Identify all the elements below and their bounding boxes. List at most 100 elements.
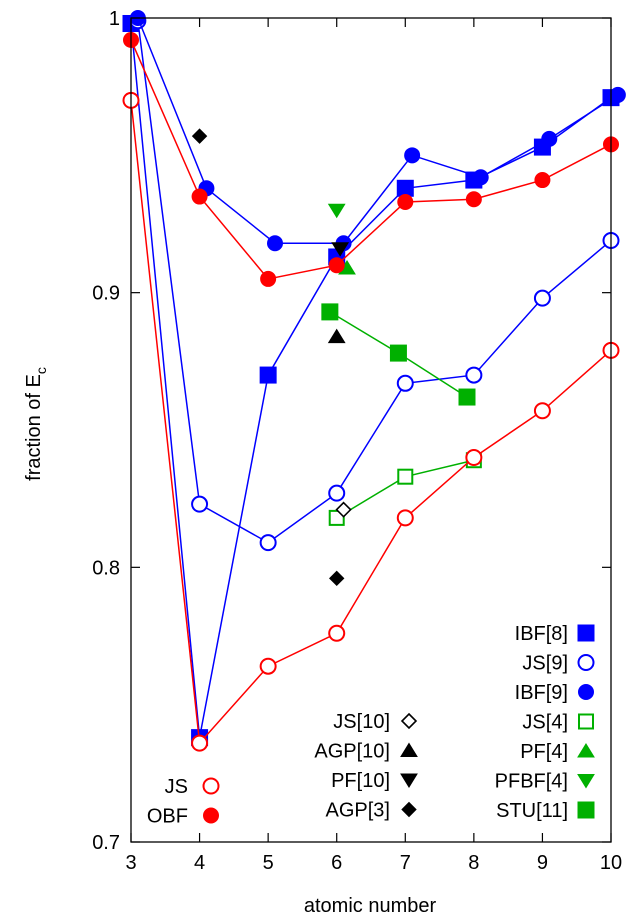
data-point-ibf-9 — [267, 235, 283, 252]
data-point-ibf-9 — [472, 169, 489, 186]
data-point-pfbf-4 — [327, 203, 346, 219]
y-tick-label: 0.7 — [92, 832, 120, 854]
legend-marker-js — [202, 777, 220, 795]
data-point-js-9 — [465, 366, 483, 384]
series-line-ibf-8 — [130, 23, 612, 738]
legend-entry-ibf-9: IBF[9] — [515, 682, 594, 704]
y-tick-label: 0.9 — [92, 283, 120, 305]
data-point-js-9 — [396, 374, 414, 392]
series-agp-10 — [327, 328, 346, 344]
x-tick-label: 9 — [537, 852, 548, 874]
series-line-js-9 — [137, 20, 612, 544]
series-js — [122, 91, 620, 752]
legend-label: JS[10] — [333, 711, 390, 733]
legend-entry-ibf-8: IBF[8] — [515, 623, 595, 645]
data-point-obf — [328, 257, 345, 274]
x-tick-label: 6 — [331, 852, 342, 874]
data-point-js — [259, 657, 277, 675]
data-point-ibf-8 — [396, 179, 414, 197]
legend-label: AGP[3] — [326, 800, 390, 822]
x-tick-label: 4 — [194, 852, 205, 874]
series-line-js — [130, 100, 612, 745]
y-tick-label: 1 — [109, 8, 120, 30]
plot-frame — [130, 17, 612, 843]
data-point-js-9 — [533, 289, 551, 307]
legend-label: JS — [165, 776, 188, 798]
legend-marker-stu-11 — [577, 801, 595, 819]
legend-label: PF[10] — [331, 770, 390, 792]
data-point-js-9 — [328, 484, 346, 502]
series-agp-3 — [191, 128, 345, 587]
legend-entry-pf-4: PF[4] — [520, 741, 595, 763]
data-point-js — [396, 509, 414, 527]
legend-marker-js-4 — [578, 713, 594, 730]
series-line-obf — [130, 39, 612, 280]
legend-label: STU[11] — [496, 800, 568, 822]
x-tick-label: 5 — [263, 852, 274, 874]
data-point-js — [533, 402, 551, 420]
series-line-ibf-9 — [137, 17, 619, 244]
data-point-stu-11 — [389, 344, 407, 362]
legend-entry-js-4: JS[4] — [522, 712, 594, 734]
legend-label: JS[4] — [522, 712, 568, 734]
legend-label: PFBF[4] — [495, 771, 568, 793]
data-point-obf — [397, 194, 414, 211]
data-point-stu-11 — [321, 303, 339, 321]
data-point-js — [191, 734, 209, 752]
x-axis-label: atomic number — [304, 895, 437, 917]
legend-marker-pf-4 — [577, 743, 595, 758]
y-axis-label: fraction of Ec — [23, 367, 49, 481]
data-point-agp-3 — [191, 128, 208, 144]
y-axis-label-subscript: c — [33, 367, 49, 374]
legend-entry-agp-10: AGP[10] — [314, 741, 418, 763]
data-point-ibf-9 — [541, 130, 558, 147]
legend-entry-pfbf-4: PFBF[4] — [495, 771, 595, 793]
legend-marker-ibf-9 — [578, 684, 594, 700]
data-point-ibf-9 — [404, 147, 421, 164]
data-point-obf — [534, 172, 551, 189]
series-js-10 — [335, 501, 352, 518]
data-point-js-9 — [259, 534, 277, 552]
series-pf-10 — [331, 242, 350, 257]
legend-marker-agp-3 — [401, 801, 417, 818]
series-stu-11 — [321, 303, 476, 406]
legend-label: AGP[10] — [314, 741, 390, 763]
legend-entry-stu-11: STU[11] — [496, 800, 595, 822]
data-point-js — [328, 624, 346, 642]
x-tick-label: 8 — [468, 852, 479, 874]
series-obf — [123, 31, 619, 287]
legend-label: PF[4] — [520, 741, 568, 763]
legend-entry-js-10: JS[10] — [333, 711, 418, 733]
data-point-js — [465, 448, 483, 466]
data-point-pf-10 — [331, 242, 350, 257]
axes-layer: 3 4 5 6 7 8 9 10 0.7 0.8 0.9 1 — [92, 8, 622, 874]
legend-entry-js: JS — [165, 776, 220, 798]
legend-label: OBF — [147, 806, 188, 828]
y-tick-label: 0.8 — [92, 557, 120, 579]
x-tick-label: 10 — [600, 852, 622, 874]
legend-marker-js-9 — [577, 654, 595, 671]
legend-entry-obf: OBF — [147, 806, 219, 828]
legend-marker-agp-10 — [400, 742, 418, 757]
legend-label: IBF[8] — [515, 623, 568, 645]
data-point-stu-11 — [458, 388, 476, 406]
data-point-agp-10 — [327, 328, 346, 344]
x-tick-label: 7 — [400, 852, 411, 874]
legend-entry-js-9: JS[9] — [522, 653, 595, 675]
legend-marker-pfbf-4 — [577, 774, 595, 789]
legend-marker-obf — [203, 807, 219, 824]
data-point-js-10 — [335, 501, 352, 518]
legend-entry-pf-10: PF[10] — [331, 770, 418, 792]
x-tick-label: 3 — [125, 852, 136, 874]
legend-label: JS[9] — [522, 653, 568, 675]
data-point-obf — [191, 188, 208, 205]
legend-label: IBF[9] — [515, 682, 568, 704]
data-point-obf — [260, 270, 277, 287]
legend-marker-ibf-8 — [577, 624, 595, 642]
data-point-js-9 — [191, 495, 209, 513]
legend-layer: IBF[8] JS[9] IBF[9] JS[4] PF[4] PFBF[4] STU[11… — [147, 623, 595, 828]
data-point-ibf-9 — [609, 86, 626, 103]
data-point-agp-3 — [329, 570, 345, 587]
legend-marker-js-10 — [400, 712, 418, 730]
